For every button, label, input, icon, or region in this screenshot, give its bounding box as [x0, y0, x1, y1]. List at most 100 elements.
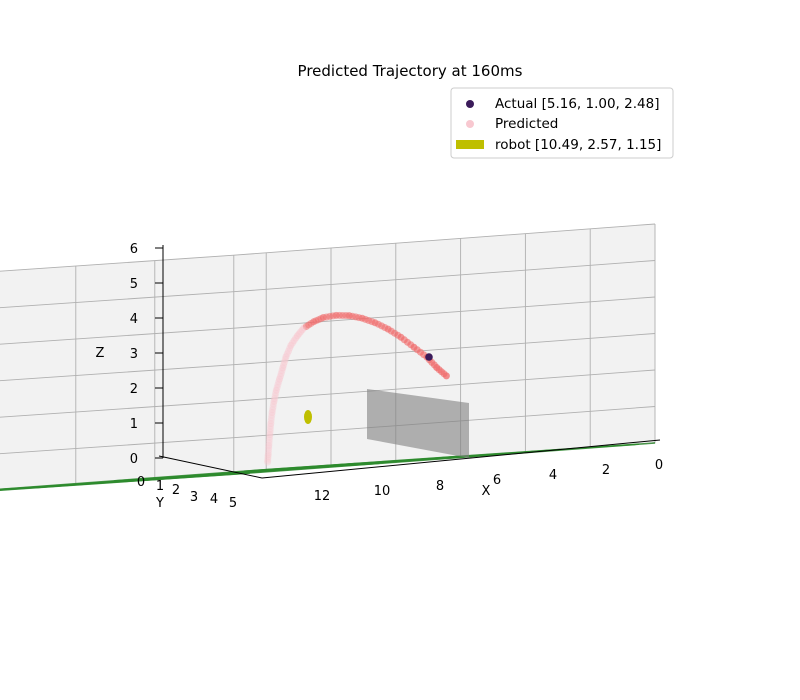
predicted-point	[264, 458, 272, 466]
y-tick-label: 1	[156, 479, 164, 494]
legend-marker-actual	[466, 100, 474, 108]
predicted-point	[374, 320, 382, 328]
y-tick-label: 3	[190, 490, 198, 505]
predicted-point	[295, 330, 303, 338]
predicted-point	[292, 334, 300, 342]
legend-marker-predicted	[466, 120, 474, 128]
predicted-point	[280, 361, 288, 369]
predicted-point	[283, 350, 291, 358]
z-tick-label: 6	[130, 242, 138, 257]
x-tick-label: 2	[602, 463, 610, 478]
predicted-point	[271, 392, 279, 400]
x-axis-label: X	[482, 484, 491, 499]
court-lines	[0, 442, 656, 491]
predicted-point	[274, 381, 282, 389]
predicted-point	[267, 422, 274, 430]
predicted-point	[264, 453, 272, 461]
predicted-point	[435, 366, 443, 374]
predicted-point	[265, 439, 273, 447]
predicted-point	[336, 311, 343, 319]
predicted-point	[278, 367, 286, 375]
x-tick-label: 10	[374, 484, 391, 499]
chart-title: Predicted Trajectory at 160ms	[298, 62, 523, 80]
predicted-point	[264, 449, 272, 456]
x-tick-label: 6	[493, 473, 501, 488]
z-tick-label: 3	[130, 347, 138, 362]
predicted-point	[287, 341, 295, 349]
z-tick-label: 0	[130, 452, 138, 467]
predicted-point	[270, 400, 277, 408]
predicted-point	[279, 364, 287, 372]
predicted-point	[267, 414, 275, 422]
legend-label-actual: Actual [5.16, 1.00, 2.48]	[495, 96, 659, 112]
predicted-point	[298, 326, 306, 334]
x-tick-label: 4	[549, 468, 557, 483]
predicted-point	[282, 353, 290, 361]
predicted-point	[265, 442, 273, 450]
predicted-point	[307, 319, 315, 327]
predicted-point	[265, 444, 273, 452]
predicted-point	[293, 332, 301, 340]
predicted-point	[289, 339, 296, 347]
predicted-point	[276, 372, 284, 380]
predicted-point	[266, 428, 274, 436]
net-plane	[367, 389, 469, 458]
predicted-point	[387, 327, 395, 335]
predicted-point	[323, 313, 330, 321]
y-axis-line	[158, 455, 263, 479]
court-line	[0, 462, 355, 491]
predicted-point	[269, 406, 277, 414]
y-tick-label: 2	[172, 483, 180, 498]
predicted-point	[266, 425, 274, 433]
predicted-point	[272, 389, 280, 397]
predicted-point	[265, 436, 273, 444]
predicted-point	[312, 317, 320, 325]
predicted-point	[265, 446, 272, 454]
z-tick-label: 2	[130, 382, 138, 397]
legend-label-robot: robot [10.49, 2.57, 1.15]	[495, 137, 661, 153]
z-tick-label: 5	[130, 277, 138, 292]
x-tick-label: 12	[314, 489, 331, 504]
predicted-point	[266, 433, 274, 441]
legend: Actual [5.16, 1.00, 2.48] Predicted robo…	[450, 87, 674, 159]
predicted-point	[264, 456, 272, 464]
predicted-point	[277, 370, 285, 377]
predicted-point	[270, 397, 278, 405]
x-tick-label: 0	[655, 458, 663, 473]
predicted-point	[297, 328, 305, 336]
y-tick-label: 5	[229, 496, 237, 511]
legend-label-predicted: Predicted	[495, 116, 558, 132]
predicted-point	[268, 409, 276, 416]
predicted-point	[269, 403, 277, 411]
predicted-point	[273, 384, 281, 391]
y-tick-label: 4	[210, 492, 218, 507]
predicted-point	[348, 312, 356, 320]
legend-marker-robot	[456, 140, 484, 149]
predicted-point	[290, 337, 298, 345]
predicted-point	[267, 417, 275, 425]
predicted-point	[267, 420, 275, 428]
robot-marker	[304, 410, 312, 424]
predicted-point	[400, 336, 408, 344]
x-axis-line	[261, 439, 661, 479]
actual-point	[425, 353, 433, 361]
predicted-point	[268, 411, 276, 419]
predicted-point	[272, 386, 280, 394]
predicted-point	[302, 323, 310, 330]
y-axis-label: Y	[155, 496, 164, 511]
axis-panes	[0, 224, 656, 491]
predicted-point	[271, 395, 279, 403]
predicted-point	[286, 344, 294, 352]
predicted-point	[280, 358, 288, 366]
predicted-point	[281, 356, 289, 363]
predicted-point	[276, 375, 283, 383]
predicted-point	[275, 378, 283, 386]
z-tick-label: 4	[130, 312, 138, 327]
y-tick-label: 0	[137, 475, 145, 490]
predicted-point	[413, 346, 421, 354]
z-tick-label: 1	[130, 417, 138, 432]
x-tick-label: 8	[436, 479, 444, 494]
predicted-point	[305, 321, 313, 329]
